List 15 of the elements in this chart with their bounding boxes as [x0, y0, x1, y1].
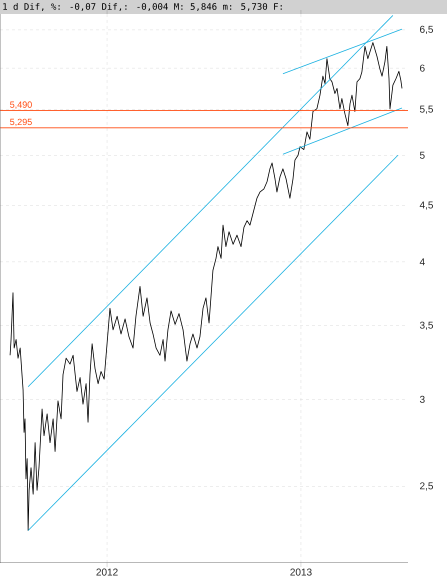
chart-title: 1 d Dif, %: -0,07 Dif,: -0,004 M: 5,846 m: 5,730 F: [3, 2, 282, 12]
y-tick-label: 5,5 [420, 106, 434, 114]
x-tick-label: 2012 [96, 568, 118, 576]
y-tick-label: 6,5 [420, 26, 434, 34]
y-tick-label: 4,5 [420, 202, 434, 210]
y-tick-label: 6 [420, 64, 425, 72]
ref-line-label: 5,490 [10, 101, 32, 109]
ref-line-label: 5,295 [10, 118, 32, 126]
y-tick-label: 3 [420, 396, 425, 403]
y-tick-label: 4 [420, 258, 425, 266]
x-tick-label: 2013 [290, 568, 312, 576]
y-tick-label: 3,5 [420, 322, 434, 330]
line-series [10, 42, 402, 531]
y-tick-label: 5 [420, 152, 425, 159]
y-tick-label: 2,5 [420, 482, 434, 491]
